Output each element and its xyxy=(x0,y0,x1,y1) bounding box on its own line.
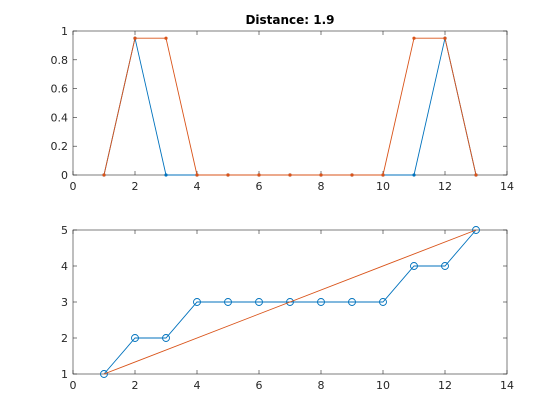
series-1-point xyxy=(410,262,418,270)
x-tick-label: 12 xyxy=(438,180,452,193)
x-tick-label: 12 xyxy=(438,379,452,392)
series-2-point xyxy=(257,173,261,177)
series-2-point xyxy=(164,36,168,40)
series-1-point xyxy=(131,334,139,342)
series-1-point xyxy=(100,370,108,378)
axes-frame xyxy=(72,30,508,176)
x-tick-label: 6 xyxy=(256,180,263,193)
series-2-point xyxy=(412,36,416,40)
x-tick-label: 2 xyxy=(132,379,139,392)
x-tick-label: 0 xyxy=(70,180,77,193)
x-tick-label: 14 xyxy=(500,180,514,193)
y-tick-label: 3 xyxy=(61,296,68,309)
series-2-point xyxy=(474,173,478,177)
x-tick-label: 10 xyxy=(376,180,390,193)
x-tick-label: 6 xyxy=(256,379,263,392)
top-distance-plot: 0 2 4 6 8 10 12 14 0 0.2 0.4 0.6 0.8 1 Distance: 1.9 xyxy=(51,13,515,193)
y-tick-label: 0 xyxy=(61,169,68,182)
series-2-point xyxy=(381,173,385,177)
y-tick-label: 0.8 xyxy=(51,54,69,67)
series-2-point xyxy=(195,173,199,177)
x-tick-label: 4 xyxy=(194,180,201,193)
series-2-line xyxy=(103,229,477,375)
series-2-point xyxy=(319,173,323,177)
y-tick-label: 4 xyxy=(61,260,68,273)
x-tick-label: 14 xyxy=(500,379,514,392)
series-2-point xyxy=(133,36,137,40)
series-1-point xyxy=(379,298,387,306)
x-tick-label: 0 xyxy=(70,379,77,392)
x-tick-label: 8 xyxy=(318,379,325,392)
x-tick-label: 8 xyxy=(318,180,325,193)
series-2-point xyxy=(102,173,106,177)
series-1-point xyxy=(164,173,168,177)
y-tick-label: 0.4 xyxy=(51,111,69,124)
series-1-point xyxy=(472,226,480,234)
chart-title: Distance: 1.9 xyxy=(245,13,334,27)
y-tick-label: 2 xyxy=(61,332,68,345)
y-tick-label: 5 xyxy=(61,224,68,237)
x-tick-label: 2 xyxy=(132,180,139,193)
series-1-point xyxy=(286,298,294,306)
y-tick-label: 1 xyxy=(61,25,68,38)
series-1-point xyxy=(317,298,325,306)
series-1-point xyxy=(255,298,263,306)
series-1-point xyxy=(348,298,356,306)
y-tick-label: 1 xyxy=(61,368,68,381)
series-2-point xyxy=(226,173,230,177)
series-2-point xyxy=(288,173,292,177)
y-tick-label: 0.2 xyxy=(51,140,69,153)
series-1-point xyxy=(441,262,449,270)
series-2-point xyxy=(443,36,447,40)
series-1-point xyxy=(193,298,201,306)
series-1-point xyxy=(162,334,170,342)
series-1-point xyxy=(412,173,416,177)
series-1-point xyxy=(224,298,232,306)
y-tick-label: 0.6 xyxy=(51,83,69,96)
series-2-point xyxy=(350,173,354,177)
x-tick-label: 4 xyxy=(194,379,201,392)
x-tick-label: 10 xyxy=(376,379,390,392)
